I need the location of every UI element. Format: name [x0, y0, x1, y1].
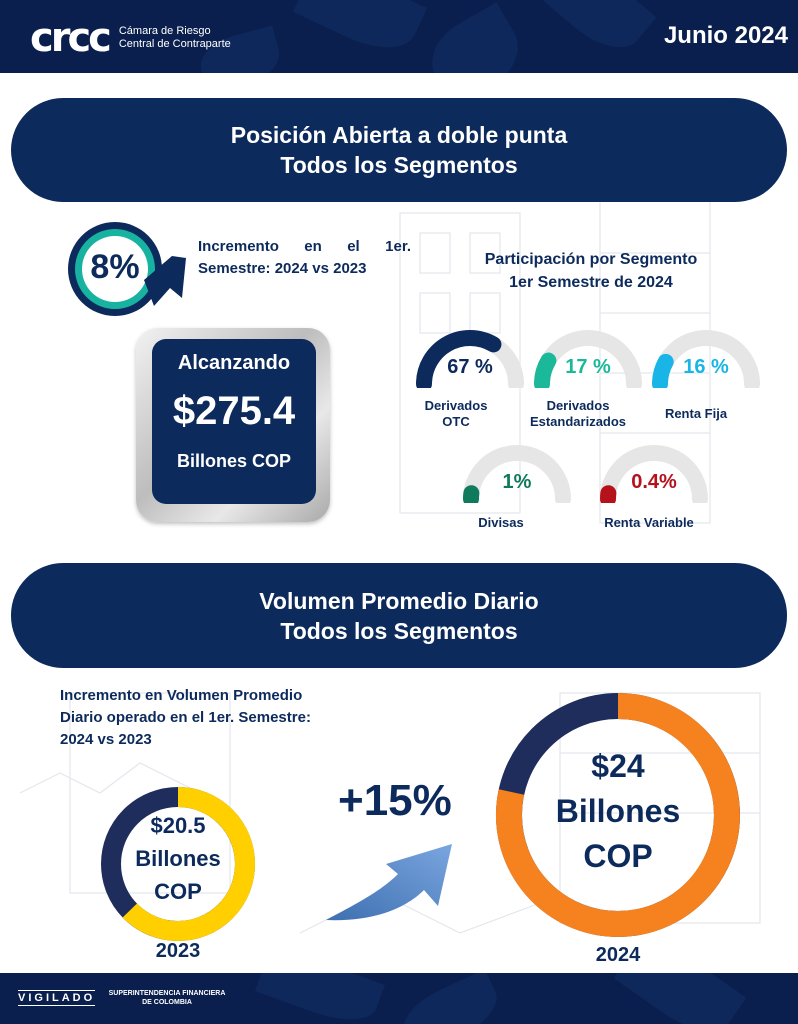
year-2024: 2024 — [595, 944, 641, 966]
ring-2024-graphic — [495, 693, 740, 937]
volume-2024-ring: $24 Billones COP — [495, 692, 741, 938]
ring-2023-segment — [122, 787, 255, 941]
segment-value: 16 % — [683, 356, 729, 378]
segment-gauge: 17 % — [528, 328, 648, 388]
volume-2023-value: $20.5 — [150, 813, 206, 838]
ring-2023-graphic — [101, 787, 255, 941]
total-box: Alcanzando $275.4 Billones COP — [152, 339, 316, 504]
gauge-arc — [652, 330, 760, 388]
sfc-label: SUPERINTENDENCIA FINANCIERA DE COLOMBIA — [108, 990, 226, 1006]
volume-2023-unit1: Billones — [135, 846, 221, 871]
volume-growth: +15% — [338, 776, 452, 825]
gauge-arc — [534, 330, 642, 388]
segment-label: Derivados OTC — [424, 398, 488, 429]
gauge-track — [463, 445, 571, 503]
gauge-arc — [462, 445, 571, 503]
segment-label: Renta Fija — [664, 406, 728, 421]
header-bar: crcc Cámara de Riesgo Central de Contrap… — [0, 0, 798, 73]
increment-ring-icon — [68, 222, 186, 316]
crcc-logo: crcc Cámara de Riesgo Central de Contrap… — [30, 18, 231, 58]
segment-value: 1% — [502, 471, 532, 493]
volume-2023-unit2: COP — [154, 879, 202, 904]
total-label-top: Alcanzando — [177, 352, 291, 374]
footer-bar: VIGILADO SUPERINTENDENCIA FINANCIERA DE … — [0, 973, 798, 1024]
gauge-fill — [534, 352, 557, 388]
section-title-line1: Volumen Promedio Diario — [259, 587, 539, 614]
segment-gauge: 1% — [457, 443, 577, 503]
increment-description: Incremento en el 1er. Semestre: 2024 vs … — [198, 238, 411, 277]
total-label-bottom: Billones COP — [176, 451, 292, 471]
participation-title: Participación por Segmento 1er Semestre … — [484, 251, 698, 291]
vigilado-label: VIGILADO — [18, 990, 96, 1006]
volume-2023-ring: $20.5 Billones COP — [100, 786, 256, 942]
section-title-line2: Todos los Segmentos — [280, 152, 518, 178]
total-value: $275.4 — [172, 389, 296, 433]
segment-gauge: 16 % — [646, 328, 766, 388]
segment-value: 17 % — [565, 356, 611, 378]
ring-2024-segment — [495, 693, 740, 937]
gauge-fill — [652, 353, 674, 388]
logo-text: Cámara de Riesgo Central de Contraparte — [118, 25, 231, 50]
increment-badge: 8% — [64, 218, 186, 320]
growth-arrow-icon — [326, 844, 452, 921]
segment-label: Divisas — [478, 515, 524, 530]
gauge-fill — [416, 330, 502, 388]
segment-value: 67 % — [447, 356, 493, 378]
section-header-open-position: Posición Abierta a doble punta Todos los… — [11, 98, 787, 202]
volume-2024-unit2: COP — [583, 838, 653, 874]
gauge-arc — [599, 445, 708, 503]
gauge-arc — [416, 330, 524, 388]
volume-2024-value: $24 — [591, 748, 645, 784]
gauge-track — [600, 445, 708, 503]
segment-label: Derivados Estandarizados — [529, 398, 627, 429]
increment-value: 8% — [90, 248, 140, 286]
volume-increment-description: Incremento en Volumen Promedio Diario op… — [60, 687, 311, 748]
section-header-daily-volume: Volumen Promedio Diario Todos los Segmen… — [11, 563, 787, 668]
segment-value: 0.4% — [631, 471, 677, 493]
volume-2024-unit1: Billones — [555, 793, 681, 829]
section-title-line2: Todos los Segmentos — [280, 617, 518, 644]
segment-label: Renta Variable — [604, 515, 694, 530]
logo-mark: crcc — [30, 15, 112, 61]
segment-gauge: 0.4% — [594, 443, 714, 503]
report-date: Junio 2024 — [663, 22, 788, 49]
year-2023: 2023 — [155, 940, 201, 962]
section-title-line1: Posición Abierta a doble punta — [230, 122, 568, 148]
segment-gauge: 67 % — [410, 328, 530, 388]
